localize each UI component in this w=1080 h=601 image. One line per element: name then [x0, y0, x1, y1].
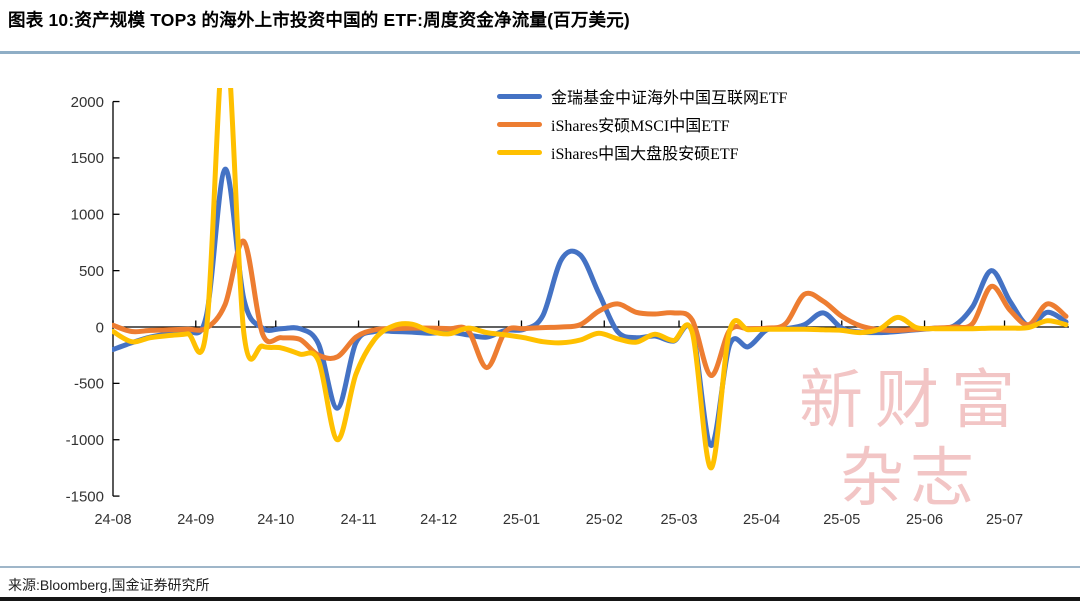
x-tick-label: 25-04 [743, 512, 780, 528]
x-tick-label: 24-12 [420, 512, 457, 528]
x-tick-label: 24-11 [341, 512, 377, 528]
legend-label: 金瑞基金中证海外中国互联网ETF [551, 90, 788, 107]
legend-item-ishares-msci: iShares安硕MSCI中国ETF [497, 113, 787, 135]
y-tick-label: -1000 [66, 432, 104, 449]
x-tick-label: 24-08 [94, 512, 131, 528]
legend-swatch-yellow-icon [497, 149, 542, 155]
y-tick-label: 500 [79, 263, 104, 280]
x-tick-label: 24-10 [257, 512, 294, 528]
series-line-2 [112, 88, 1069, 471]
x-tick-label: 25-02 [586, 512, 623, 528]
page-bottom-bar [0, 597, 1080, 601]
x-tick-label: 25-06 [906, 512, 943, 528]
title-divider [0, 51, 1080, 54]
y-tick-label: -500 [74, 376, 104, 393]
y-tick-label: 1000 [71, 207, 104, 224]
x-tick-label: 25-07 [986, 512, 1023, 528]
source-text: 来源:Bloomberg,国金证券研究所 [8, 577, 210, 593]
legend-item-krane: 金瑞基金中证海外中国互联网ETF [497, 85, 787, 107]
page-title: 图表 10:资产规模 TOP3 的海外上市投资中国的 ETF:周度资金净流量(百… [8, 10, 630, 30]
x-tick-label: 25-03 [660, 512, 697, 528]
series-line-1 [112, 238, 1069, 379]
x-tick-label: 25-05 [823, 512, 860, 528]
y-tick-label: 2000 [71, 94, 104, 111]
legend-label: iShares安硕MSCI中国ETF [551, 118, 730, 135]
y-tick-label: 0 [96, 319, 104, 336]
x-tick-label: 25-01 [503, 512, 540, 528]
x-tick-label: 24-09 [177, 512, 214, 528]
legend-label: iShares中国大盘股安硕ETF [551, 146, 739, 163]
source-divider [0, 566, 1080, 568]
legend-swatch-orange-icon [497, 121, 542, 127]
legend-item-ishares-largecap: iShares中国大盘股安硕ETF [497, 141, 787, 163]
y-tick-label: 1500 [71, 150, 104, 167]
chart-legend: 金瑞基金中证海外中国互联网ETF iShares安硕MSCI中国ETF iSha… [497, 85, 787, 163]
y-tick-label: -1500 [66, 488, 104, 505]
legend-swatch-blue-icon [497, 93, 542, 99]
